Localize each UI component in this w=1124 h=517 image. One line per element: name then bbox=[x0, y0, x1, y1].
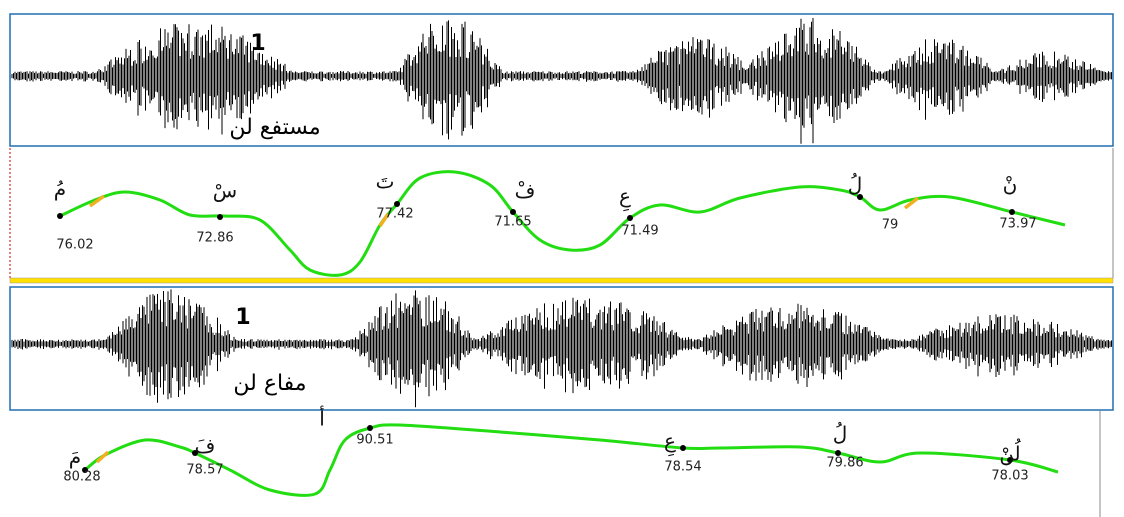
pitch-value: 90.51 bbox=[356, 433, 393, 448]
pitch-point bbox=[394, 201, 400, 207]
voicing-marker bbox=[95, 450, 110, 464]
syllable-letter: لُنْ bbox=[999, 438, 1021, 465]
separator bbox=[9, 277, 1114, 284]
pitch-point bbox=[192, 450, 198, 456]
syllable-letter: نْ bbox=[1003, 173, 1018, 197]
syllable-letter: تَ bbox=[376, 170, 395, 194]
pitch-value: 72.86 bbox=[196, 231, 233, 246]
voicing-marker bbox=[378, 213, 390, 227]
syllable-letter: عِ bbox=[619, 184, 631, 212]
syllable-letter: أ bbox=[319, 406, 325, 431]
pitch-value: 73.97 bbox=[999, 217, 1036, 232]
waveform-label: 1 bbox=[250, 31, 265, 56]
word-label: مستفع لن bbox=[229, 115, 320, 140]
pitch-value: 80.28 bbox=[63, 470, 100, 485]
pitch-value: 79.86 bbox=[826, 456, 863, 471]
pitch-value: 76.02 bbox=[56, 238, 93, 253]
syllable-letter: فَ bbox=[195, 434, 216, 458]
syllable-letter: سْ bbox=[213, 179, 237, 203]
syllable-letter: لُ bbox=[833, 422, 848, 446]
pitch-point bbox=[1009, 209, 1015, 215]
pitch-point bbox=[680, 445, 686, 451]
pitch-point bbox=[510, 209, 516, 215]
pitch-value: 77.42 bbox=[376, 207, 413, 222]
pitch-point bbox=[82, 467, 88, 473]
waveform bbox=[11, 18, 1112, 144]
syllable-letter: فْ bbox=[515, 179, 536, 203]
pitch-value: 78.03 bbox=[991, 469, 1028, 484]
pitch-point bbox=[857, 194, 863, 200]
pitch-value: 78.57 bbox=[186, 463, 223, 478]
syllable-letter: لُ bbox=[848, 173, 863, 197]
syllable-letter: مُ bbox=[54, 177, 66, 201]
pitch-point bbox=[835, 450, 841, 456]
pitch-point bbox=[367, 425, 373, 431]
syllable-letter: عِ bbox=[664, 429, 676, 457]
content: 76.02 مُ 72.86 سْ 77.42 تَ 71.65 فْ 71.49 عِ 79 لُ 7… bbox=[11, 18, 1112, 497]
pitch-value: 71.65 bbox=[494, 215, 531, 230]
pitch-value: 78.54 bbox=[664, 460, 701, 475]
waveform bbox=[11, 289, 1112, 408]
pitch-curve bbox=[84, 423, 1059, 497]
voicing-marker bbox=[903, 196, 920, 210]
pitch-point bbox=[57, 213, 63, 219]
pitch-value: 71.49 bbox=[621, 224, 658, 239]
word-label: مفاع لن bbox=[233, 371, 306, 396]
syllable-letter: مَ bbox=[69, 445, 81, 469]
waveform-frame bbox=[9, 286, 1114, 411]
pitch-point bbox=[1007, 457, 1013, 463]
waveform-frame bbox=[9, 13, 1114, 147]
pitch-value: 79 bbox=[882, 218, 899, 233]
pitch-point bbox=[217, 214, 223, 220]
voicing-marker bbox=[88, 194, 106, 208]
pitch-point bbox=[627, 215, 633, 221]
waveform-label: 1 bbox=[235, 305, 250, 330]
